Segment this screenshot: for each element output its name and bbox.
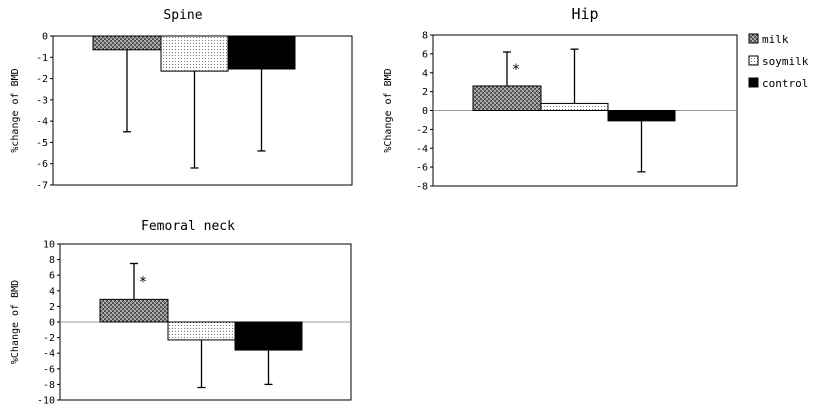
bar-control xyxy=(607,110,676,122)
legend-item-milk: milk xyxy=(748,33,789,46)
y-tick-label: 2 xyxy=(49,302,55,313)
bar-control xyxy=(234,321,303,351)
y-tick-label: 4 xyxy=(49,286,55,297)
y-tick-label: -6 xyxy=(43,364,55,375)
bar-control xyxy=(227,35,296,70)
legend-label: milk xyxy=(762,33,789,46)
legend-swatch-milk xyxy=(748,33,759,44)
y-tick-label: 6 xyxy=(422,49,428,60)
significance-marker: * xyxy=(512,62,520,78)
significance-marker: * xyxy=(139,274,147,290)
legend-label: control xyxy=(762,77,808,90)
y-tick-label: -7 xyxy=(36,181,48,192)
y-tick-label: 4 xyxy=(422,68,428,79)
y-tick-label: -6 xyxy=(36,159,48,170)
y-axis-label: %change of BMD xyxy=(10,68,21,152)
y-tick-label: -8 xyxy=(416,182,428,193)
bar-milk xyxy=(472,85,542,112)
y-tick-label: 10 xyxy=(43,240,55,251)
charts-layer: 0 -1 -2 -3 -4 -5 -6 -7 Spine %change of BMD 8 6 4 2 0 -… xyxy=(10,5,738,407)
bar-soymilk xyxy=(160,35,229,72)
y-tick-label: 0 xyxy=(42,32,48,43)
y-tick-label: -5 xyxy=(36,138,48,149)
chart-1: 0 -1 -2 -3 -4 -5 -6 -7 Spine %change of BMD xyxy=(10,8,353,192)
y-tick-label: 0 xyxy=(422,106,428,117)
y-tick-label: 2 xyxy=(422,87,428,98)
y-axis-label: %Change of BMD xyxy=(10,280,21,364)
legend-swatch-control xyxy=(748,77,759,88)
y-tick-label: 6 xyxy=(49,271,55,282)
y-axis-label: %Change of BMD xyxy=(383,68,394,152)
y-tick-label: -2 xyxy=(43,333,55,344)
y-tick-label: -8 xyxy=(43,380,55,391)
y-tick-label: -2 xyxy=(36,74,48,85)
y-tick-label: -4 xyxy=(43,349,55,360)
legend: milk soymilk control xyxy=(748,33,809,90)
chart-2: 8 6 4 2 0 -2 -4 -6 -8 Hip %Change of BMD * xyxy=(383,5,738,193)
y-tick-label: 8 xyxy=(422,31,428,42)
y-tick-label: -4 xyxy=(416,144,428,155)
bar-soymilk xyxy=(167,321,236,341)
chart-title: Spine xyxy=(163,8,202,23)
legend-swatch-soymilk xyxy=(748,55,759,66)
y-tick-label: -4 xyxy=(36,117,48,128)
y-tick-label: -1 xyxy=(36,53,48,64)
y-tick-label: -6 xyxy=(416,163,428,174)
legend-label: soymilk xyxy=(762,55,809,68)
bar-soymilk xyxy=(540,102,609,111)
legend-item-control: control xyxy=(748,77,808,90)
y-tick-label: -3 xyxy=(36,95,48,106)
y-tick-label: 0 xyxy=(49,318,55,329)
y-tick-label: 8 xyxy=(49,255,55,266)
bar-milk xyxy=(92,35,162,51)
chart-3: 10 8 6 4 2 0 -2 -4 -6 -8 -10 Femoral neck %Change of… xyxy=(10,219,352,407)
chart-title: Femoral neck xyxy=(141,219,235,234)
y-tick-label: -2 xyxy=(416,125,428,136)
chart-title: Hip xyxy=(571,5,598,23)
legend-item-soymilk: soymilk xyxy=(748,55,809,68)
bar-milk xyxy=(99,298,169,323)
y-tick-label: -10 xyxy=(37,396,55,407)
